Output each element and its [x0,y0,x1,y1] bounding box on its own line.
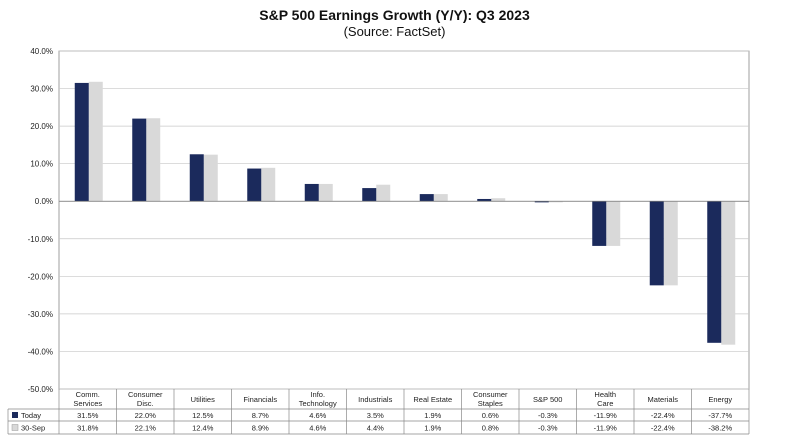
sep30-bar [261,167,276,202]
sep30-bar [146,118,161,202]
sep30-bar [491,198,506,202]
sep30-bar [606,201,621,246]
y-tick-label: 20.0% [30,122,53,131]
y-tick-label: -10.0% [28,235,53,244]
data-label: 4.4% [367,424,384,433]
sep30-bar [376,184,391,202]
today-bar [132,118,147,202]
today-bar [304,183,319,202]
sep30-bar [203,154,218,202]
legend-label: 30-Sep [21,424,45,433]
data-label: 12.4% [192,424,214,433]
category-label: Staples [478,399,503,408]
today-bar [247,168,262,202]
category-label: Health [594,390,616,399]
y-tick-label: 10.0% [30,160,53,169]
chart-title: S&P 500 Earnings Growth (Y/Y): Q3 2023 [259,7,530,23]
category-label: Industrials [358,395,392,404]
chart-subtitle: (Source: FactSet) [343,24,446,39]
category-label: Financials [243,395,277,404]
category-label: Disc. [137,399,154,408]
y-tick-label: -40.0% [28,347,53,356]
plot-area [58,50,750,390]
data-label: 3.5% [367,411,384,420]
data-label: 8.9% [252,424,269,433]
y-tick-label: 40.0% [30,47,53,56]
sep30-bar [433,194,448,202]
category-label: Consumer [128,390,163,399]
today-bar [707,201,722,343]
data-label: 8.7% [252,411,269,420]
today-bar [189,154,204,202]
category-label: Utilities [191,395,215,404]
today-bar [74,82,89,202]
category-label: Real Estate [413,395,452,404]
today-bar [649,201,664,286]
category-label: Consumer [473,390,508,399]
today-bar [592,201,607,246]
data-label: 31.8% [77,424,99,433]
data-label: -0.3% [538,411,558,420]
today-bar [534,201,549,203]
data-label: 4.6% [309,424,326,433]
data-label: -22.4% [651,411,675,420]
today-bar [419,194,434,202]
data-label: -11.9% [594,424,618,433]
y-tick-label: 0.0% [35,197,53,206]
category-label: Care [597,399,613,408]
data-label: 0.6% [482,411,499,420]
y-tick-label: -20.0% [28,272,53,281]
legend-label: Today [21,411,41,420]
category-label: Services [73,399,102,408]
data-label: -38.2% [708,424,732,433]
data-label: 12.5% [192,411,214,420]
category-label: Comm. [76,390,100,399]
data-label: -0.3% [538,424,558,433]
sep30-bar [88,81,103,202]
y-tick-label: -30.0% [28,310,53,319]
today-bar [477,198,492,202]
category-label: Materials [648,395,679,404]
data-label: 22.1% [135,424,157,433]
data-label: 1.9% [424,424,441,433]
data-label: 1.9% [424,411,441,420]
sep30-bar [318,183,333,202]
category-label: S&P 500 [533,395,562,404]
data-label: -37.7% [708,411,732,420]
data-label: 31.5% [77,411,99,420]
y-tick-label: -50.0% [28,385,53,394]
category-label: Info. [310,390,325,399]
category-label: Energy [708,395,732,404]
legend-key-sep30 [11,424,19,431]
sep30-bar [663,201,678,286]
data-label: 4.6% [309,411,326,420]
category-label: Technology [299,399,337,408]
data-label: -11.9% [594,411,618,420]
sep30-bar [548,201,563,203]
data-label: 0.8% [482,424,499,433]
y-tick-label: 30.0% [30,85,53,94]
today-bar [362,188,377,202]
legend-key-today [12,412,18,418]
data-label: -22.4% [651,424,675,433]
data-label: 22.0% [135,411,157,420]
sep30-bar [721,201,736,345]
